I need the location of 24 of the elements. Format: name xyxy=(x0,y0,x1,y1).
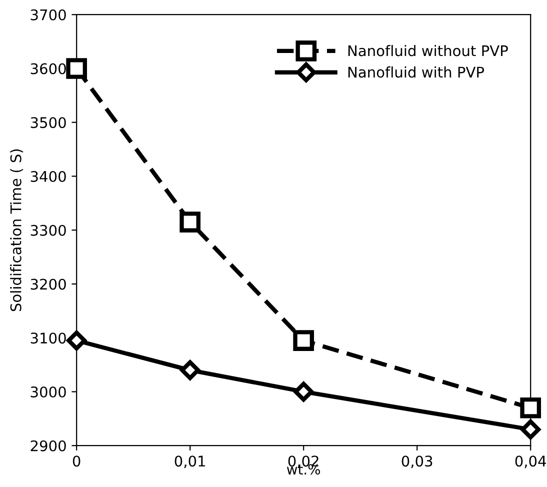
point xyxy=(66,58,87,79)
x-tick-label: 0 xyxy=(72,456,80,467)
y-tick-label: 3100 xyxy=(30,332,66,344)
y-tick-label: 2900 xyxy=(30,440,66,452)
y-tick-label: 3500 xyxy=(30,117,66,128)
x-tick-label: 0,03 xyxy=(402,456,432,468)
y-tick-label: 3200 xyxy=(30,278,66,290)
y-tick-label: 3000 xyxy=(30,386,66,398)
point xyxy=(520,420,541,440)
y-axis-title: Solidification Time ( S) xyxy=(10,149,24,312)
point xyxy=(520,397,542,418)
y-tick-label: 3600 xyxy=(30,63,66,74)
point xyxy=(66,330,87,350)
y-tick-label: 3400 xyxy=(30,170,66,182)
x-tick-label: 0,04 xyxy=(515,456,546,468)
point xyxy=(180,212,200,232)
legend-label: Nanofluid with PVP xyxy=(348,66,484,78)
y-tick-label: 3700 xyxy=(30,9,66,20)
point xyxy=(294,382,314,402)
point xyxy=(180,360,200,380)
y-tick-label: 3300 xyxy=(30,224,66,236)
x-tick-label: 0,01 xyxy=(174,456,205,468)
legend-label: Nanofluid without PVP xyxy=(348,44,508,56)
point xyxy=(293,330,314,351)
